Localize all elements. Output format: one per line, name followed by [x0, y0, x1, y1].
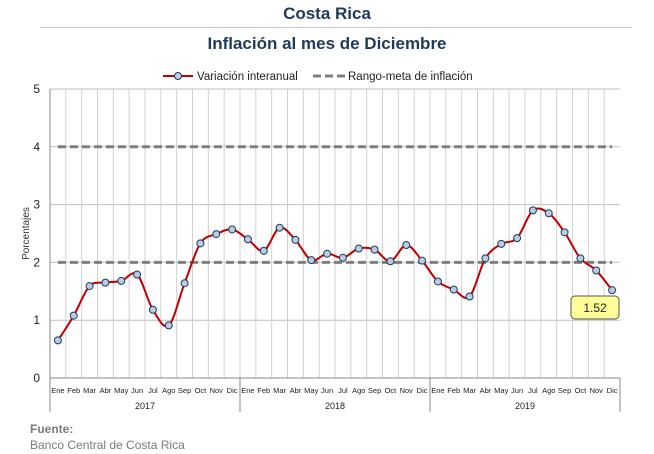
x-tick-label: Mar: [83, 386, 96, 395]
year-label: 2018: [325, 401, 345, 411]
x-tick-label: Jun: [511, 386, 523, 395]
x-tick-label: Sep: [368, 386, 381, 395]
data-point: [386, 257, 395, 266]
data-point: [592, 266, 601, 275]
data-point: [259, 246, 268, 255]
x-tick-label: Mar: [273, 386, 286, 395]
x-tick-label: Abr: [290, 386, 302, 395]
x-tick-label: Abr: [100, 386, 112, 395]
x-tick-label: Dic: [607, 386, 618, 395]
data-point: [402, 241, 411, 250]
x-tick-label: Nov: [400, 386, 414, 395]
x-tick-label: May: [494, 386, 508, 395]
data-point: [481, 254, 490, 263]
chart-country-title: Costa Rica: [283, 4, 371, 23]
x-tick-label: Feb: [257, 386, 270, 395]
y-tick-label: 4: [33, 140, 40, 154]
year-label: 2019: [515, 401, 535, 411]
data-point: [53, 336, 62, 345]
x-tick-label: Jul: [148, 386, 158, 395]
legend-target-label: Rango-meta de inflación: [348, 71, 473, 83]
x-tick-label: Jun: [131, 386, 143, 395]
x-tick-label: Jul: [338, 386, 348, 395]
data-point: [433, 277, 442, 286]
source-label: Fuente:: [30, 422, 74, 436]
x-tick-label: Sep: [558, 386, 571, 395]
legend-series-label: Variación interanual: [197, 71, 298, 83]
data-point: [528, 206, 537, 215]
x-tick-label: Feb: [67, 386, 80, 395]
chart-title: Inflación al mes de Diciembre: [207, 34, 447, 53]
data-point: [418, 256, 427, 265]
x-tick-label: Ago: [162, 386, 175, 395]
data-point: [497, 239, 506, 248]
data-point: [370, 245, 379, 254]
data-point: [243, 235, 252, 244]
data-point: [338, 253, 347, 262]
data-point: [354, 244, 363, 253]
data-point: [608, 286, 617, 295]
data-point: [228, 225, 237, 234]
data-point: [275, 223, 284, 232]
data-point: [560, 228, 569, 237]
x-tick-label: May: [114, 386, 128, 395]
y-tick-label: 0: [33, 371, 40, 385]
y-tick-label: 2: [33, 255, 40, 269]
data-point: [323, 249, 332, 258]
x-tick-label: Mar: [463, 386, 476, 395]
x-tick-label: Ago: [542, 386, 555, 395]
x-tick-label: Ago: [352, 386, 365, 395]
data-point: [164, 321, 173, 330]
data-point: [307, 256, 316, 265]
year-label: 2017: [135, 401, 155, 411]
legend-series-marker: [174, 72, 182, 80]
x-tick-label: Oct: [195, 386, 208, 395]
x-tick-label: Jul: [528, 386, 538, 395]
data-point: [576, 254, 585, 263]
data-point: [148, 305, 157, 314]
x-tick-label: Feb: [447, 386, 460, 395]
x-tick-label: Sep: [178, 386, 191, 395]
data-point: [117, 276, 126, 285]
last-value-label: 1.52: [583, 301, 607, 315]
last-value-callout: [570, 295, 620, 320]
y-tick-label: 3: [33, 198, 40, 212]
data-point: [449, 285, 458, 294]
source-text: Banco Central de Costa Rica: [30, 438, 185, 452]
x-tick-label: Ene: [241, 386, 254, 395]
data-point: [85, 282, 94, 291]
x-tick-label: Dic: [227, 386, 238, 395]
x-tick-label: Oct: [385, 386, 398, 395]
x-tick-label: Ene: [51, 386, 64, 395]
x-tick-label: Abr: [480, 386, 492, 395]
data-point: [180, 279, 189, 288]
data-point: [513, 234, 522, 243]
y-axis-label: Porcentajes: [21, 207, 32, 260]
data-point: [69, 311, 78, 320]
title-divider: [40, 27, 632, 28]
data-point: [101, 278, 110, 287]
x-tick-label: Dic: [417, 386, 428, 395]
data-point: [465, 292, 474, 301]
x-tick-label: Nov: [210, 386, 224, 395]
data-point: [544, 209, 553, 218]
data-point: [291, 235, 300, 244]
x-tick-label: Nov: [590, 386, 604, 395]
y-tick-label: 1: [33, 313, 40, 327]
x-tick-label: Ene: [431, 386, 444, 395]
data-point: [196, 239, 205, 248]
data-point: [133, 270, 142, 279]
data-point: [212, 230, 221, 239]
x-tick-label: May: [304, 386, 318, 395]
x-tick-label: Oct: [575, 386, 588, 395]
y-tick-label: 5: [33, 82, 40, 96]
x-tick-label: Jun: [321, 386, 333, 395]
